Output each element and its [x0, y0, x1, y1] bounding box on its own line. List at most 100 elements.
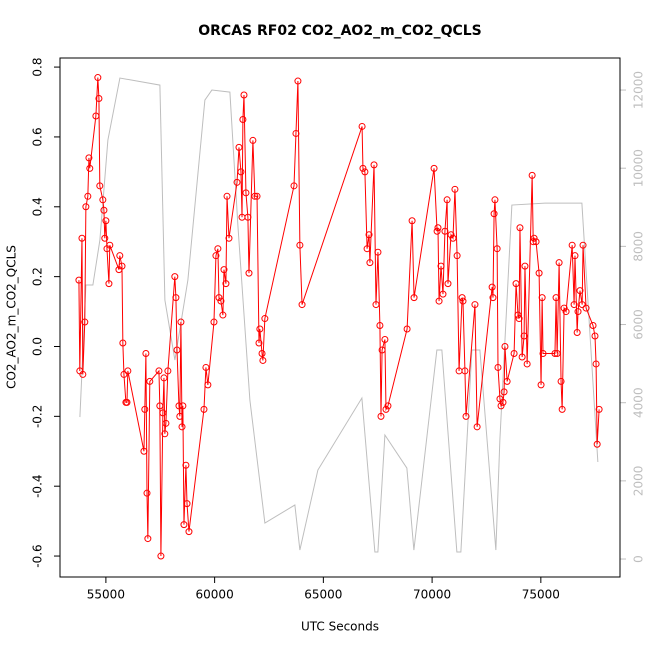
- point: [237, 168, 245, 176]
- point: [220, 266, 228, 274]
- point: [363, 245, 371, 253]
- point: [118, 262, 126, 270]
- point: [447, 231, 455, 239]
- y2-tick-label: 10000: [632, 149, 646, 187]
- point: [461, 367, 469, 375]
- point: [162, 419, 170, 427]
- point: [244, 213, 252, 221]
- point: [593, 440, 601, 448]
- point: [490, 210, 498, 218]
- point: [592, 360, 600, 368]
- chart-title: ORCAS RF02 CO2_AO2_m_CO2_QCLS: [198, 23, 482, 39]
- point: [382, 405, 390, 413]
- point: [141, 405, 149, 413]
- point: [249, 136, 257, 144]
- point: [574, 308, 582, 316]
- point: [240, 91, 248, 99]
- point: [296, 241, 304, 249]
- point: [161, 430, 169, 438]
- point: [159, 409, 167, 417]
- point: [523, 360, 531, 368]
- point: [471, 301, 479, 309]
- y-tick-label: -0.2: [31, 405, 45, 428]
- point: [408, 217, 416, 225]
- point: [245, 269, 253, 277]
- point: [377, 412, 385, 420]
- point: [551, 349, 559, 357]
- point: [124, 367, 132, 375]
- point: [210, 318, 218, 326]
- point: [441, 227, 449, 235]
- point: [290, 182, 298, 190]
- point: [116, 252, 124, 260]
- point: [591, 332, 599, 340]
- point: [157, 552, 165, 560]
- point: [573, 329, 581, 337]
- point: [537, 381, 545, 389]
- point: [176, 412, 184, 420]
- point: [79, 370, 87, 378]
- point: [255, 339, 263, 347]
- point: [164, 367, 172, 375]
- point: [204, 381, 212, 389]
- point: [100, 206, 108, 214]
- x-axis-label: UTC Seconds: [301, 620, 379, 634]
- plot-frame: [59, 57, 621, 578]
- point: [378, 346, 386, 354]
- point: [173, 346, 181, 354]
- point: [182, 461, 190, 469]
- point: [217, 297, 225, 305]
- x-tick-label: 75000: [522, 588, 560, 602]
- point: [521, 262, 529, 270]
- point: [500, 388, 508, 396]
- point: [589, 322, 597, 330]
- point: [179, 402, 187, 410]
- x-tick-label: 55000: [87, 588, 125, 602]
- point: [384, 402, 392, 410]
- point: [520, 332, 528, 340]
- series-line: [78, 77, 600, 557]
- point: [256, 325, 264, 333]
- point: [259, 356, 267, 364]
- point: [434, 224, 442, 232]
- point: [514, 311, 522, 319]
- point: [515, 315, 523, 323]
- point: [94, 74, 102, 82]
- y-tick-label: -0.6: [31, 544, 45, 567]
- point: [366, 259, 374, 267]
- point: [365, 231, 373, 239]
- point: [491, 196, 499, 204]
- point: [358, 122, 366, 130]
- point: [453, 252, 461, 260]
- y2-tick-label: 2000: [632, 466, 646, 497]
- point: [562, 308, 570, 316]
- point: [578, 301, 586, 309]
- point: [140, 447, 148, 455]
- point: [202, 363, 210, 371]
- point: [576, 287, 584, 295]
- point: [142, 349, 150, 357]
- point: [261, 315, 269, 323]
- point: [473, 423, 481, 431]
- point: [146, 377, 154, 385]
- point: [155, 367, 163, 375]
- point: [410, 294, 418, 302]
- point: [144, 535, 152, 543]
- point: [488, 283, 496, 291]
- point: [239, 115, 247, 123]
- point: [433, 227, 441, 235]
- point: [175, 402, 183, 410]
- point: [185, 528, 193, 536]
- point: [251, 192, 259, 200]
- point: [497, 402, 505, 410]
- point: [435, 297, 443, 305]
- point: [518, 353, 526, 361]
- point: [96, 182, 104, 190]
- point: [458, 294, 466, 302]
- point: [81, 318, 89, 326]
- point: [499, 398, 507, 406]
- point: [449, 234, 457, 242]
- point: [101, 234, 109, 242]
- point: [102, 217, 110, 225]
